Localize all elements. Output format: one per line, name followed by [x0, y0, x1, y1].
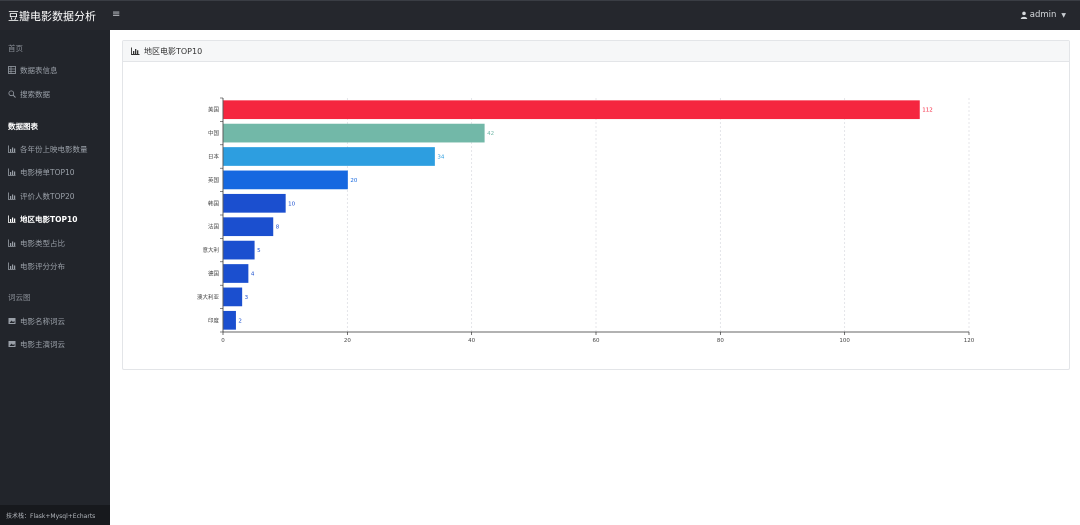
- category-label: 韩国: [208, 199, 220, 207]
- top-navbar: 豆瓣电影数据分析 ≡ admin ▼: [0, 0, 1080, 30]
- chart-icon: [8, 145, 16, 153]
- bar: [223, 310, 236, 330]
- x-tick-label: 60: [593, 338, 600, 344]
- chart-icon: [8, 168, 16, 176]
- category-label: 中国: [208, 129, 220, 137]
- menu-toggle-icon[interactable]: ≡: [112, 9, 121, 20]
- sidebar-item-genre-share[interactable]: 电影类型占比: [0, 234, 110, 252]
- sidebar-item-score-distribution[interactable]: 电影评分分布: [0, 257, 110, 275]
- user-menu[interactable]: admin ▼: [1020, 10, 1066, 20]
- bar: [223, 240, 255, 260]
- panel-title: 地区电影TOP10: [144, 46, 203, 56]
- sidebar-section-wordcloud: 词云图: [8, 293, 31, 302]
- sidebar-item-label: 地区电影TOP10: [20, 214, 78, 224]
- sidebar-item-title-wordcloud[interactable]: 电影名称词云: [0, 312, 110, 330]
- data-label: 5: [257, 248, 261, 254]
- app-title[interactable]: 豆瓣电影数据分析: [8, 10, 96, 23]
- sidebar-section-charts: 数据图表: [8, 122, 38, 131]
- table-icon: [8, 66, 16, 74]
- data-label: 4: [251, 272, 255, 278]
- x-tick-label: 80: [717, 338, 724, 344]
- bar: [223, 217, 274, 237]
- x-tick-label: 0: [221, 338, 225, 344]
- sidebar-item-label: 电影类型占比: [20, 238, 65, 248]
- sidebar-item-label: 数据表信息: [20, 65, 58, 75]
- sidebar-item-label: 电影主演词云: [20, 339, 65, 349]
- category-label: 德国: [208, 270, 220, 278]
- bar: [223, 264, 249, 283]
- category-label: 法国: [208, 223, 220, 231]
- x-tick-label: 120: [964, 338, 975, 344]
- sidebar-item-label: 评价人数TOP20: [20, 191, 75, 201]
- category-label: 日本: [208, 153, 220, 161]
- category-label: 澳大利亚: [197, 293, 220, 301]
- data-label: 42: [487, 131, 494, 137]
- sidebar-item-cast-wordcloud[interactable]: 电影主演词云: [0, 335, 110, 353]
- bar: [223, 123, 485, 143]
- category-label: 意大利: [202, 246, 219, 254]
- username-label: admin: [1029, 10, 1057, 20]
- x-tick-label: 40: [468, 338, 475, 344]
- sidebar-item-label: 电影名称词云: [20, 316, 65, 326]
- image-icon: [8, 341, 16, 347]
- image-icon: [8, 318, 16, 324]
- category-label: 英国: [208, 176, 220, 184]
- panel-header: 地区电影TOP10: [123, 41, 1069, 62]
- chart-icon: [8, 192, 16, 200]
- sidebar-item-region-top10[interactable]: 地区电影TOP10: [0, 210, 110, 228]
- data-label: 112: [922, 108, 933, 114]
- x-tick-label: 20: [344, 338, 351, 344]
- user-icon: [1020, 11, 1027, 19]
- sidebar-item-rating-count-top20[interactable]: 评价人数TOP20: [0, 187, 110, 205]
- sidebar-item-label: 各年份上映电影数量: [20, 144, 88, 154]
- bar: [223, 170, 348, 190]
- sidebar-item-table-info[interactable]: 数据表信息: [0, 61, 110, 79]
- data-label: 8: [276, 225, 280, 231]
- chart-panel: 地区电影TOP10 0 20 40 60 80 100 120 美国 112 中国 42 日本 34 英国…: [122, 40, 1070, 370]
- sidebar: 首页 数据表信息 搜索数据 数据图表 各年份上映电影数量 电影榜单TOP10 评…: [0, 30, 110, 525]
- sidebar-item-movie-top10[interactable]: 电影榜单TOP10: [0, 163, 110, 181]
- data-label: 20: [350, 178, 357, 184]
- category-label: 美国: [208, 106, 220, 114]
- data-label: 10: [288, 201, 295, 207]
- bar: [223, 287, 243, 307]
- sidebar-item-search[interactable]: 搜索数据: [0, 85, 110, 103]
- chevron-down-icon: ▼: [1061, 11, 1066, 19]
- chart-icon: [8, 239, 16, 247]
- sidebar-item-label: 电影评分分布: [20, 261, 65, 271]
- sidebar-section-home[interactable]: 首页: [8, 44, 23, 53]
- data-label: 2: [238, 318, 242, 324]
- sidebar-item-yearly-count[interactable]: 各年份上映电影数量: [0, 140, 110, 158]
- sidebar-item-label: 电影榜单TOP10: [20, 167, 75, 177]
- data-label: 34: [437, 155, 444, 161]
- bar: [223, 193, 286, 213]
- chart-icon: [8, 262, 16, 270]
- x-tick-label: 100: [839, 338, 850, 344]
- bar: [223, 100, 920, 120]
- category-label: 印度: [208, 316, 220, 324]
- search-icon: [8, 90, 16, 98]
- chart-icon: [8, 215, 16, 223]
- bar: [223, 147, 435, 166]
- chart-icon: [131, 47, 140, 55]
- data-label: 3: [245, 295, 249, 301]
- sidebar-item-label: 搜索数据: [20, 89, 50, 99]
- tech-stack-footer: 技术栈：Flask+Mysql+Echarts: [0, 505, 110, 525]
